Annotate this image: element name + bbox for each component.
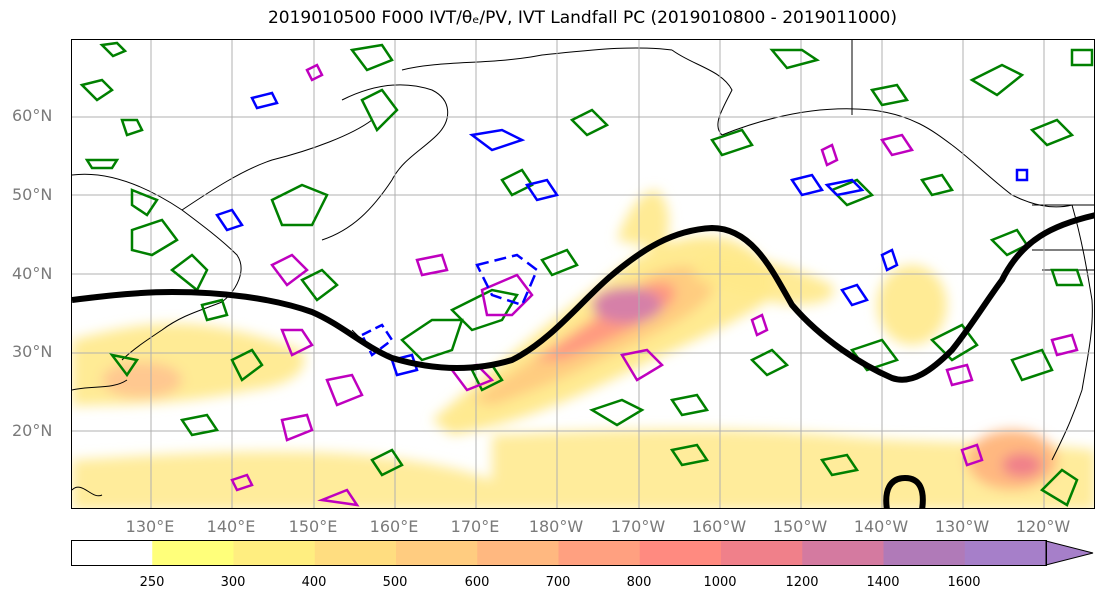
colorbar-label-300: 300: [220, 575, 246, 590]
map-title: 2019010500 F000 IVT/θₑ/PV, IVT Landfall …: [267, 8, 898, 28]
lon-label-130w: 130°W: [934, 517, 990, 536]
lat-label-30n: 30°N: [12, 342, 53, 361]
colorbar-label-1000: 1000: [703, 575, 737, 590]
colorbar-label-400: 400: [301, 575, 327, 590]
colorbar-label-700: 700: [545, 575, 571, 590]
map-canvas: [72, 40, 1094, 508]
colorbar-segment: [314, 540, 397, 566]
lon-label-150w: 150°W: [772, 517, 828, 536]
colorbar-label-1200: 1200: [785, 575, 819, 590]
coastlines: [72, 40, 1094, 497]
lon-label-120w: 120°W: [1015, 517, 1071, 536]
colorbar-segment: [477, 540, 559, 566]
green-contours: [79, 41, 1094, 507]
colorbar-label-250: 250: [139, 575, 165, 590]
colorbar-segment: [396, 540, 478, 566]
colorbar-label-1400: 1400: [866, 575, 900, 590]
lon-label-170w: 170°W: [610, 517, 666, 536]
colorbar-segment: [639, 540, 722, 566]
lon-label-180w: 180°W: [528, 517, 584, 536]
ivt-shading: [72, 190, 1094, 508]
lat-label-50n: 50°N: [12, 185, 53, 204]
lon-label-130e: 130°E: [125, 517, 175, 536]
colorbar-label-1600: 1600: [947, 575, 981, 590]
colorbar-segment: [558, 540, 641, 566]
colorbar-extend-arrow: [1045, 540, 1094, 566]
lon-label-140w: 140°W: [853, 517, 909, 536]
lon-label-150e: 150°E: [288, 517, 338, 536]
lon-label-170e: 170°E: [450, 517, 500, 536]
lat-label-20n: 20°N: [12, 421, 53, 440]
colorbar-segment: [802, 540, 884, 566]
colorbar-segment: [883, 540, 966, 566]
colorbar-segment: [721, 540, 803, 566]
colorbar: [71, 540, 1094, 566]
map-panel: [71, 39, 1095, 509]
lon-label-160e: 160°E: [369, 517, 419, 536]
thick-black-contour: [72, 212, 1094, 383]
lon-label-160w: 160°W: [691, 517, 747, 536]
blue-contours: [215, 91, 1029, 377]
thick-black-closed-contour: [883, 474, 926, 508]
colorbar-label-500: 500: [382, 575, 408, 590]
lat-label-40n: 40°N: [12, 264, 53, 283]
colorbar-label-600: 600: [464, 575, 490, 590]
colorbar-segment: [233, 540, 316, 566]
colorbar-segment: [71, 540, 153, 566]
lat-label-60n: 60°N: [12, 106, 53, 125]
colorbar-label-800: 800: [626, 575, 652, 590]
colorbar-segments: [71, 540, 1047, 566]
colorbar-segment: [152, 540, 234, 566]
lon-label-140e: 140°E: [206, 517, 256, 536]
magenta-contours: [230, 63, 1079, 507]
colorbar-segment: [964, 540, 1047, 566]
colorbar-outline: [71, 540, 1047, 566]
